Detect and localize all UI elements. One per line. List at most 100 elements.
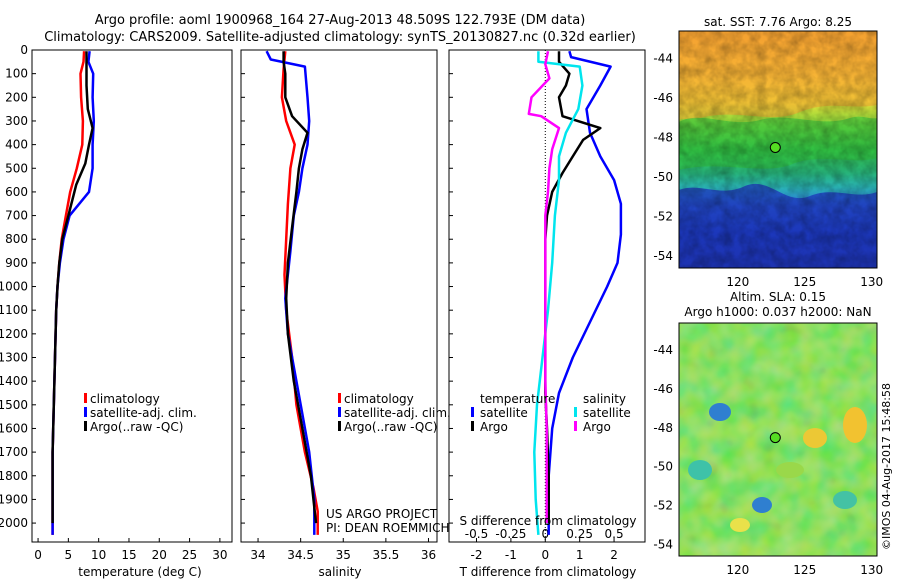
t-diff-tick-label: -1 xyxy=(505,548,517,562)
salinity-series-line xyxy=(282,51,318,524)
x-tick-label: 5 xyxy=(65,548,73,562)
legend-swatch-s-satellite xyxy=(574,407,577,417)
legend-label-satellite: satellite-adj. clim. xyxy=(344,406,451,420)
s-diff-tick-label: 0.25 xyxy=(566,527,593,541)
legend-swatch-t-argo xyxy=(471,421,474,431)
salinity-axis-label: salinity xyxy=(318,565,361,579)
temperature-plot-frame xyxy=(31,49,233,543)
s-diff-tick-label: -0.5 xyxy=(465,527,488,541)
legend-swatch-argo xyxy=(338,421,341,431)
t-diff-tick-label: 2 xyxy=(610,548,618,562)
difference-plot-frame xyxy=(448,49,646,543)
sla-map-subtitle: Argo h1000: 0.037 h2000: NaN xyxy=(684,305,871,319)
x-tick-label: 35.5 xyxy=(373,548,400,562)
legend-label-climatology: climatology xyxy=(90,392,160,406)
x-tick-label: 34 xyxy=(250,548,265,562)
depth-tick-label: 500 xyxy=(5,161,28,175)
map-lon-tick-label: 130 xyxy=(860,563,883,577)
map-lat-tick-label: -48 xyxy=(653,131,673,145)
x-tick-label: 25 xyxy=(182,548,197,562)
depth-tick-label: 1200 xyxy=(0,327,28,341)
figure-title-line1: Argo profile: aoml 1900968_164 27-Aug-20… xyxy=(95,13,586,28)
legend-label-satellite: satellite-adj. clim. xyxy=(90,406,197,420)
depth-tick-label: 400 xyxy=(5,138,28,152)
depth-tick-label: 1600 xyxy=(0,421,28,435)
map-lat-tick-label: -54 xyxy=(653,537,673,551)
depth-tick-label: 300 xyxy=(5,114,28,128)
map-lat-tick-label: -46 xyxy=(653,382,673,396)
map-lat-tick-label: -52 xyxy=(653,499,673,513)
sla-blob xyxy=(709,403,731,421)
map-lat-tick-label: -50 xyxy=(653,170,673,184)
s-diff-tick-label: -0.25 xyxy=(495,527,526,541)
sla-map-title: Altim. SLA: 0.15 xyxy=(730,290,826,304)
t-difference-axis-label: T difference from climatology xyxy=(459,565,637,579)
map-lat-tick-label: -44 xyxy=(653,343,673,357)
imos-credit: ©IMOS 04-Aug-2017 15:48:58 xyxy=(880,383,893,550)
depth-tick-label: 1400 xyxy=(0,374,28,388)
temperature-series-line xyxy=(51,51,96,535)
legend-title-temperature: temperature xyxy=(480,392,555,406)
map-lon-tick-label: 125 xyxy=(793,563,816,577)
depth-tick-label: 1800 xyxy=(0,469,28,483)
legend-label-t-argo: Argo xyxy=(480,420,508,434)
t-diff-tick-label: 0 xyxy=(541,548,549,562)
legend-label-s-satellite: satellite xyxy=(583,406,631,420)
sla-blob xyxy=(803,428,827,448)
legend-label-s-argo: Argo xyxy=(583,420,611,434)
sla-blob xyxy=(776,462,804,478)
depth-tick-label: 1300 xyxy=(0,351,28,365)
depth-tick-label: 1000 xyxy=(0,280,28,294)
depth-tick-label: 800 xyxy=(5,232,28,246)
s-difference-series-line xyxy=(527,50,561,524)
difference-legend: temperature satellite Argo salinity sate… xyxy=(471,392,631,434)
map-lon-tick-label: 120 xyxy=(726,563,749,577)
depth-tick-label: 900 xyxy=(5,256,28,270)
x-tick-label: 35 xyxy=(336,548,351,562)
sla-blob xyxy=(843,407,867,443)
figure-title-line2: Climatology: CARS2009. Satellite-adjuste… xyxy=(44,30,636,45)
t-difference-series-line xyxy=(547,50,623,535)
s-diff-tick-label: 0.5 xyxy=(605,527,624,541)
s-difference-axis-label: S difference from climatology xyxy=(460,514,637,528)
temperature-axis-label: temperature (deg C) xyxy=(78,565,201,579)
legend-swatch-satellite xyxy=(338,407,341,417)
temperature-series-line xyxy=(51,51,94,524)
legend-swatch-argo xyxy=(84,421,87,431)
x-tick-label: 34.5 xyxy=(287,548,314,562)
depth-tick-label: 200 xyxy=(5,90,28,104)
temperature-legend: climatology satellite-adj. clim. Argo(..… xyxy=(84,392,197,434)
pi-credit: PI: DEAN ROEMMICH xyxy=(326,521,449,535)
legend-swatch-t-satellite xyxy=(471,407,474,417)
sla-blob xyxy=(688,460,712,480)
depth-tick-label: 700 xyxy=(5,209,28,223)
sla-map-frame xyxy=(678,322,878,557)
legend-swatch-climatology xyxy=(338,393,341,403)
map-lat-tick-label: -48 xyxy=(653,421,673,435)
map-lon-tick-label: 130 xyxy=(860,275,883,289)
legend-title-salinity: salinity xyxy=(583,392,626,406)
legend-label-t-satellite: satellite xyxy=(480,406,528,420)
s-difference-series-line xyxy=(533,51,584,535)
x-tick-label: 36 xyxy=(421,548,436,562)
map-lon-tick-label: 120 xyxy=(726,275,749,289)
salinity-legend: climatology satellite-adj. clim. Argo(..… xyxy=(338,392,451,434)
sst-argo-location-marker xyxy=(769,142,781,153)
axis-ticks: 0100200300400500600700800900100011001200… xyxy=(0,43,883,577)
depth-tick-label: 1100 xyxy=(0,303,28,317)
legend-swatch-s-argo xyxy=(574,421,577,431)
project-credit: US ARGO PROJECT xyxy=(326,507,438,521)
depth-tick-label: 600 xyxy=(5,185,28,199)
depth-tick-label: 100 xyxy=(5,67,28,81)
map-lat-tick-label: -54 xyxy=(653,249,673,263)
sla-blob xyxy=(730,518,750,532)
salinity-plot-frame xyxy=(240,49,438,543)
map-lat-tick-label: -44 xyxy=(653,52,673,66)
depth-tick-label: 1700 xyxy=(0,445,28,459)
x-tick-label: 30 xyxy=(212,548,227,562)
legend-swatch-satellite xyxy=(84,407,87,417)
legend-label-argo: Argo(..raw -QC) xyxy=(90,420,183,434)
depth-tick-label: 1900 xyxy=(0,492,28,506)
legend-label-argo: Argo(..raw -QC) xyxy=(344,420,437,434)
